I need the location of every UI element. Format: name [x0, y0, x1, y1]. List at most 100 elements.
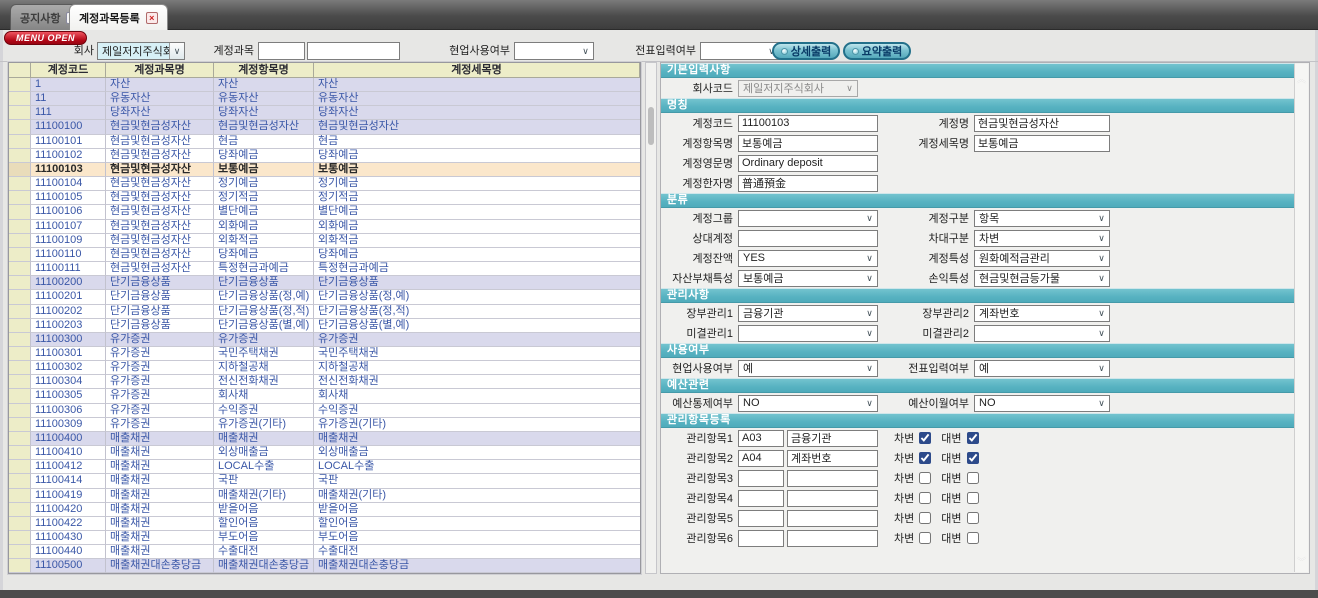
credit-checkbox[interactable] — [966, 452, 979, 464]
table-row[interactable]: 11100103 현금및현금성자산 보통예금 보통예금 — [9, 162, 640, 178]
row-selector-cell[interactable] — [9, 559, 31, 574]
row-selector-cell[interactable] — [9, 219, 31, 234]
detail-select-예산이월여부[interactable]: NO ∨ — [974, 394, 1110, 412]
table-row[interactable]: 11100100 현금및현금성자산 현금및현금성자산 현금및현금성자산 — [9, 120, 640, 135]
row-selector-cell[interactable] — [9, 375, 31, 390]
row-selector-cell[interactable] — [9, 92, 31, 107]
table-row[interactable]: 111 당좌자산 당좌자산 당좌자산 — [9, 106, 640, 121]
detail-print-button[interactable]: 상세출력 — [772, 42, 840, 60]
row-selector-cell[interactable] — [9, 431, 31, 447]
field-use-select[interactable]: ∨ — [514, 42, 594, 60]
grid-header-cell[interactable]: 계정코드 — [31, 63, 106, 78]
detail-scrollbar[interactable]: ︿ ﹀ — [1294, 64, 1308, 572]
row-selector-cell[interactable] — [9, 488, 31, 503]
row-selector-cell[interactable] — [9, 346, 31, 362]
table-row[interactable]: 11100111 현금및현금성자산 특정현금과예금 특정현금과예금 — [9, 262, 640, 277]
row-selector-cell[interactable] — [9, 205, 31, 220]
table-row[interactable]: 11100305 유가증권 회사채 회사채 — [9, 389, 640, 404]
tab-account-registration[interactable]: 계정과목등록 × — [69, 4, 168, 30]
detail-select-현업사용여부[interactable]: 예 ∨ — [738, 359, 878, 377]
detail-select-장부관리1[interactable]: 금융기관 ∨ — [738, 304, 878, 322]
debit-checkbox[interactable] — [919, 432, 932, 444]
grid-header-cell[interactable]: 계정항목명 — [214, 63, 314, 78]
account-name-input[interactable] — [307, 42, 400, 60]
detail-select-계정잔액[interactable]: YES ∨ — [738, 249, 878, 267]
row-selector-cell[interactable] — [9, 446, 31, 461]
table-row[interactable]: 11100419 매출채권 매출채권(기타) 매출채권(기타) — [9, 488, 640, 503]
mgmt-code-input[interactable] — [738, 509, 784, 527]
row-selector-cell[interactable] — [9, 233, 31, 248]
mgmt-name-input[interactable] — [787, 529, 878, 547]
row-selector-cell[interactable] — [9, 318, 31, 333]
credit-checkbox[interactable] — [966, 432, 979, 444]
debit-checkbox[interactable] — [919, 452, 932, 464]
row-selector-cell[interactable] — [9, 148, 31, 163]
table-row[interactable]: 11100400 매출채권 매출채권 매출채권 — [9, 431, 640, 447]
company-select[interactable]: 제일저지주식회사 ∨ — [97, 42, 185, 60]
table-row[interactable]: 11100430 매출채권 부도어음 부도어음 — [9, 531, 640, 546]
debit-checkbox[interactable] — [919, 472, 932, 484]
table-row[interactable]: 11100440 매출채권 수출대전 수출대전 — [9, 545, 640, 560]
table-row[interactable]: 11100201 단기금융상품 단기금융상품(정,예) 단기금융상품(정,예) — [9, 290, 640, 305]
slip-input-select[interactable]: ∨ — [700, 42, 780, 60]
mgmt-code-input[interactable] — [738, 529, 784, 547]
mgmt-code-input[interactable] — [738, 429, 784, 447]
mgmt-code-input[interactable] — [738, 449, 784, 467]
table-row[interactable]: 11100105 현금및현금성자산 정기적금 정기적금 — [9, 191, 640, 206]
row-selector-cell[interactable] — [9, 120, 31, 135]
table-row[interactable]: 11 유동자산 유동자산 유동자산 — [9, 92, 640, 107]
account-code-input[interactable] — [258, 42, 305, 60]
row-selector-cell[interactable] — [9, 502, 31, 517]
row-selector-cell[interactable] — [9, 417, 31, 432]
detail-select-차대구분[interactable]: 차변 ∨ — [974, 229, 1110, 247]
row-selector-cell[interactable] — [9, 516, 31, 531]
summary-print-button[interactable]: 요약출력 — [843, 42, 911, 60]
detail-select-예산통제여부[interactable]: NO ∨ — [738, 394, 878, 412]
table-row[interactable]: 11100107 현금및현금성자산 외화예금 외화예금 — [9, 219, 640, 234]
table-row[interactable]: 11100306 유가증권 수익증권 수익증권 — [9, 403, 640, 418]
credit-checkbox[interactable] — [966, 492, 979, 504]
row-selector-cell[interactable] — [9, 361, 31, 376]
mgmt-code-input[interactable] — [738, 489, 784, 507]
detail-input-계정명[interactable] — [974, 114, 1110, 132]
detail-select-손익특성[interactable]: 현금및현금등가물 ∨ — [974, 269, 1110, 287]
row-selector-cell[interactable] — [9, 78, 31, 93]
row-selector-cell[interactable] — [9, 332, 31, 347]
row-selector-cell[interactable] — [9, 191, 31, 206]
detail-select-계정특성[interactable]: 원화예적금관리 ∨ — [974, 249, 1110, 267]
row-selector-cell[interactable] — [9, 403, 31, 418]
table-row[interactable]: 11100500 매출채권대손충당금 매출채권대손충당금 매출채권대손충당금 — [9, 559, 640, 574]
table-row[interactable]: 11100420 매출채권 받을어음 받을어음 — [9, 502, 640, 517]
grid-header-cell[interactable]: 계정세목명 — [314, 63, 640, 78]
table-row[interactable]: 11100203 단기금융상품 단기금융상품(별,예) 단기금융상품(별,예) — [9, 318, 640, 333]
detail-select-미결관리2[interactable]: ∨ — [974, 324, 1110, 342]
detail-select-자산부채특성[interactable]: 보통예금 ∨ — [738, 269, 878, 287]
row-selector-cell[interactable] — [9, 304, 31, 319]
table-row[interactable]: 11100109 현금및현금성자산 외화적금 외화적금 — [9, 233, 640, 248]
table-row[interactable]: 11100202 단기금융상품 단기금융상품(정,적) 단기금융상품(정,적) — [9, 304, 640, 319]
table-row[interactable]: 11100309 유가증권 유가증권(기타) 유가증권(기타) — [9, 417, 640, 432]
detail-input-계정한자명[interactable] — [738, 174, 878, 192]
row-selector-cell[interactable] — [9, 262, 31, 277]
row-selector-cell[interactable] — [9, 162, 31, 178]
row-selector-cell[interactable] — [9, 290, 31, 305]
debit-checkbox[interactable] — [919, 512, 932, 524]
debit-checkbox[interactable] — [919, 532, 932, 544]
table-row[interactable]: 11100301 유가증권 국민주택채권 국민주택채권 — [9, 346, 640, 362]
detail-select-미결관리1[interactable]: ∨ — [738, 324, 878, 342]
table-row[interactable]: 11100414 매출채권 국판 국판 — [9, 474, 640, 489]
row-selector-cell[interactable] — [9, 177, 31, 192]
table-row[interactable]: 11100106 현금및현금성자산 별단예금 별단예금 — [9, 205, 640, 220]
table-row[interactable]: 11100302 유가증권 지하철공채 지하철공채 — [9, 361, 640, 376]
mgmt-name-input[interactable] — [787, 429, 878, 447]
table-row[interactable]: 11100104 현금및현금성자산 정기예금 정기예금 — [9, 177, 640, 192]
row-selector-cell[interactable] — [9, 389, 31, 404]
detail-select-장부관리2[interactable]: 계좌번호 ∨ — [974, 304, 1110, 322]
row-selector-cell[interactable] — [9, 474, 31, 489]
debit-checkbox[interactable] — [919, 492, 932, 504]
detail-select-전표입력여부[interactable]: 예 ∨ — [974, 359, 1110, 377]
detail-select-계정구분[interactable]: 항목 ∨ — [974, 209, 1110, 227]
scroll-up-icon[interactable]: ︿ — [1296, 74, 1306, 84]
row-selector-cell[interactable] — [9, 106, 31, 121]
mgmt-name-input[interactable] — [787, 489, 878, 507]
